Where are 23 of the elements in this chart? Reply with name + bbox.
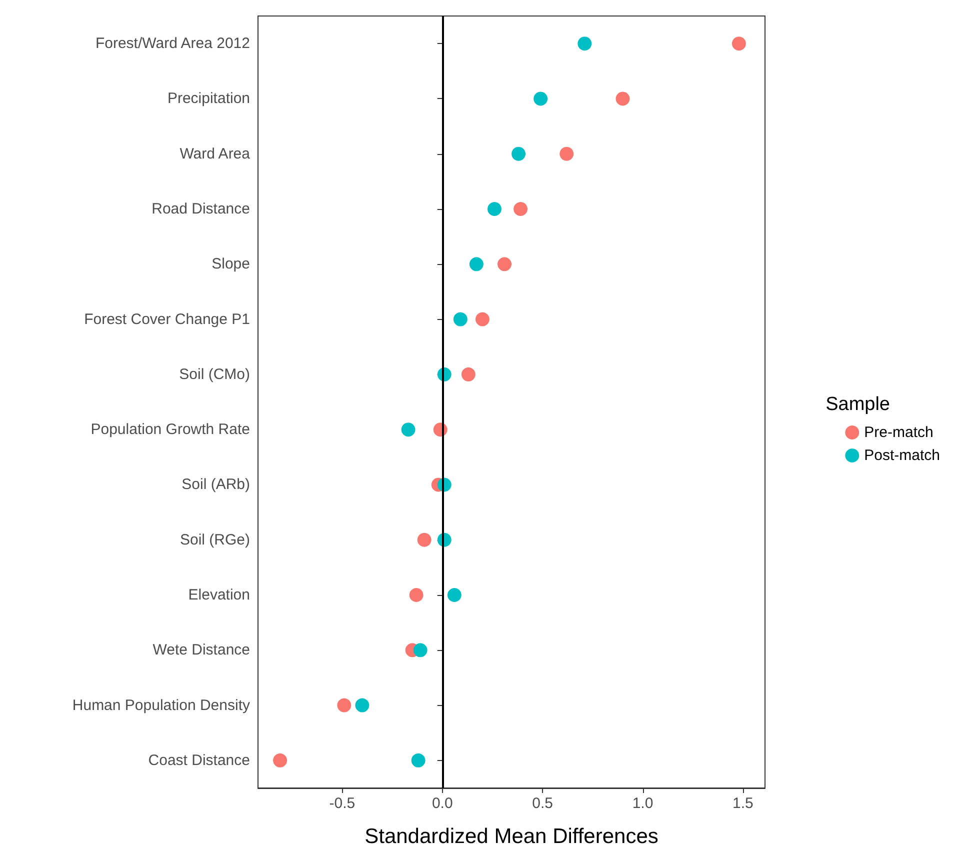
y-tick-label: Population Growth Rate	[90, 421, 250, 438]
y-tick-label: Slope	[212, 256, 250, 273]
x-tick-label: 1.5	[732, 795, 754, 812]
y-tick-label: Wete Distance	[152, 642, 250, 659]
legend-label: Pre-match	[864, 424, 934, 441]
y-tick-label: Soil (RGe)	[180, 531, 250, 548]
y-tick-label: Precipitation	[167, 90, 250, 108]
x-tick-label: 1.0	[632, 795, 654, 812]
legend-title: Sample	[826, 394, 890, 415]
x-tick-label: 0.5	[532, 795, 553, 812]
x-tick-label: -0.5	[329, 795, 356, 812]
y-tick-label: Soil (CMo)	[179, 366, 250, 383]
legend-label: Post-match	[864, 447, 940, 464]
y-tick-label: Elevation	[188, 586, 250, 604]
y-tick-label: Forest/Ward Area 2012	[95, 35, 250, 52]
x-axis-title: Standardized Mean Differences	[364, 825, 658, 848]
y-tick-label: Coast Distance	[148, 752, 250, 769]
y-tick-label: Forest Cover Change P1	[84, 310, 250, 328]
y-tick-label: Ward Area	[180, 145, 251, 162]
x-tick-label: 0.0	[432, 795, 453, 812]
y-tick-label: Soil (ARb)	[182, 476, 250, 494]
y-tick-label: Road Distance	[152, 200, 250, 218]
y-tick-label: Human Population Density	[72, 696, 250, 714]
